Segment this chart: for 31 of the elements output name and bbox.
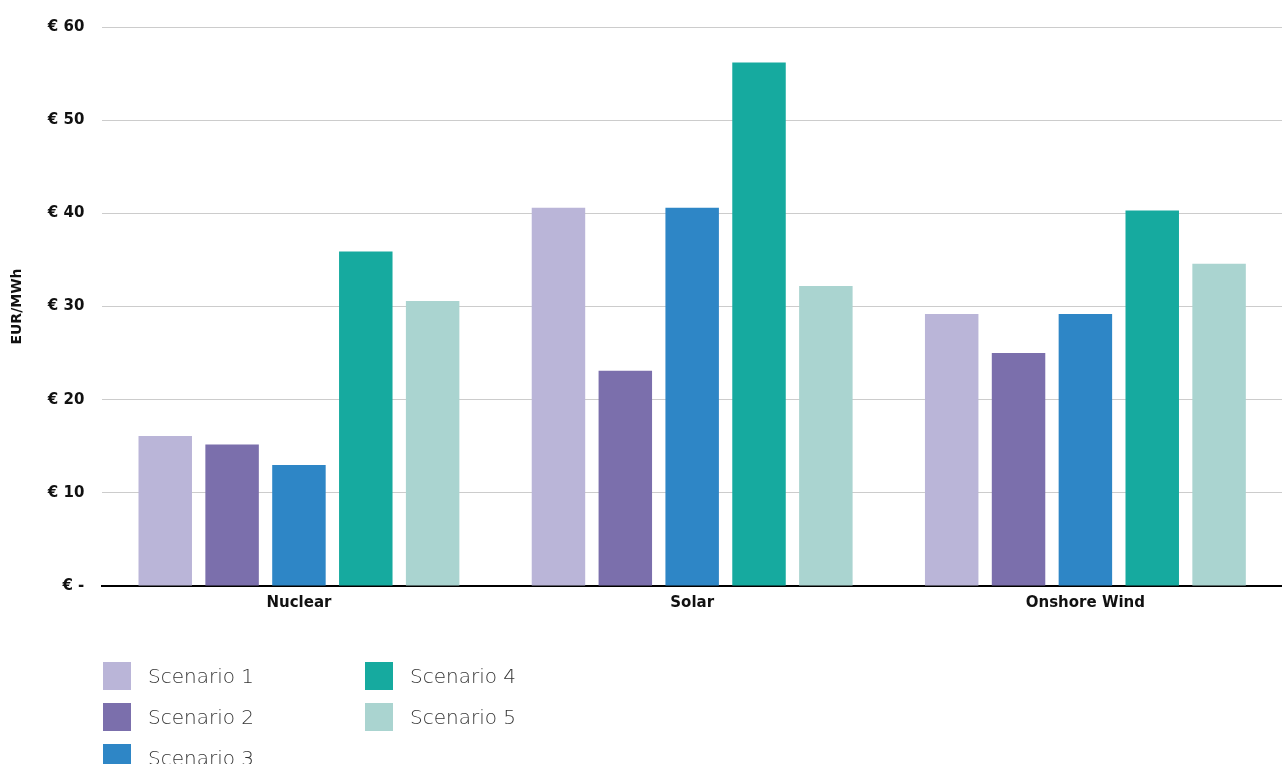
legend-label: Scenario 3	[147, 744, 256, 764]
bar	[1058, 313, 1113, 586]
bar	[138, 436, 192, 586]
y-tick-label: € 50	[46, 110, 85, 129]
legend-label: Scenario 2	[147, 703, 256, 731]
y-axis-title: EUR/MWh	[8, 268, 25, 345]
bar	[339, 251, 393, 586]
bar	[924, 313, 979, 586]
bar	[1192, 263, 1246, 586]
y-tick-label: € 60	[46, 16, 85, 35]
bar	[991, 353, 1046, 586]
bar	[665, 207, 719, 586]
y-tick-label: € 10	[46, 482, 85, 501]
bar	[732, 62, 786, 586]
legend-label: Scenario 1	[147, 662, 256, 690]
y-tick-label: € -	[61, 575, 85, 594]
bar	[205, 444, 259, 586]
bar	[531, 207, 586, 586]
y-tick-label: € 30	[46, 296, 85, 315]
legend-label: Scenario 4	[409, 662, 518, 690]
x-tick-label: Nuclear	[266, 592, 333, 611]
bar	[1125, 210, 1179, 586]
y-tick-label: € 20	[46, 389, 85, 408]
x-tick-label: Solar	[670, 592, 715, 611]
bar	[405, 300, 460, 586]
bar	[272, 464, 326, 586]
legend-label: Scenario 5	[409, 703, 518, 731]
bar	[598, 370, 653, 586]
bar	[799, 286, 853, 586]
y-tick-label: € 40	[46, 203, 85, 222]
x-tick-label: Onshore Wind	[1025, 592, 1146, 611]
